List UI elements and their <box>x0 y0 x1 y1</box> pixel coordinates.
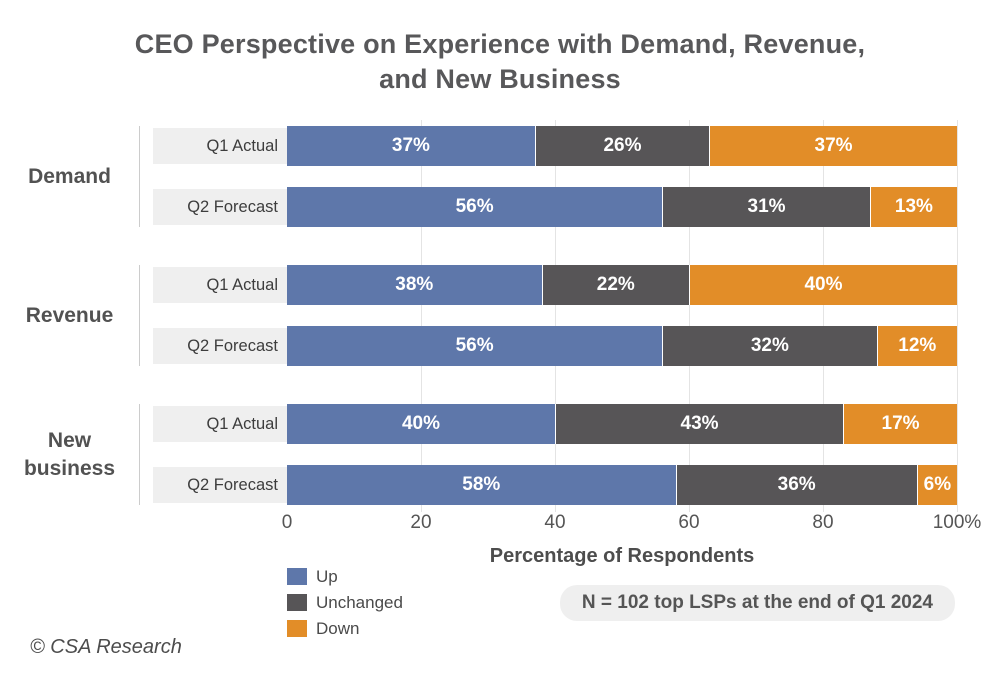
group-label: New business <box>0 404 140 505</box>
bar-value-label: 37% <box>391 135 430 156</box>
stacked-bar: 37% 26% 37% <box>287 126 957 166</box>
row-label: Q2 Forecast <box>153 189 287 225</box>
bar-segment-unchanged: 32% <box>662 326 877 366</box>
chart-row: Q1 Actual 40% 43% 17% <box>153 404 957 444</box>
bar-value-label: 43% <box>680 413 719 434</box>
x-tick-label: 0 <box>281 512 293 533</box>
bar-value-label: 37% <box>814 135 853 156</box>
bar-segment-unchanged: 31% <box>662 187 870 227</box>
bar-value-label: 31% <box>747 196 786 217</box>
bar-segment-down: 40% <box>688 265 957 305</box>
bar-segment-unchanged: 36% <box>675 465 917 505</box>
page-title-line-2: and New Business <box>379 64 621 94</box>
bar-value-label: 32% <box>750 335 789 356</box>
chart-row: Q2 Forecast 56% 32% 12% <box>153 326 957 366</box>
legend-label: Down <box>316 618 360 638</box>
bar-value-label: 13% <box>894 196 933 217</box>
bar-value-label: 17% <box>881 413 920 434</box>
bar-value-label: 26% <box>603 135 642 156</box>
bar-segment-unchanged: 43% <box>555 404 844 444</box>
x-axis-title: Percentage of Respondents <box>489 545 755 567</box>
chart-row: Q1 Actual 38% 22% 40% <box>153 265 957 305</box>
bar-segment-up: 58% <box>287 465 676 505</box>
chart-footer-row: Up Unchanged Down N = 102 top LSPs at the … <box>287 567 957 638</box>
page-title: CEO Perspective on Experience with Deman… <box>0 27 1000 97</box>
row-label: Q1 Actual <box>153 267 287 303</box>
bar-segment-up: 37% <box>287 126 535 166</box>
bar-value-label: 6% <box>923 474 952 495</box>
group-rows: Q1 Actual 40% 43% 17% Q2 Forecast 58% 36% 6% <box>140 404 957 505</box>
group-rows: Q1 Actual 37% 26% 37% Q2 Forecast 56% 31% 13% <box>140 126 957 227</box>
chart-row: Q2 Forecast 58% 36% 6% <box>153 465 957 505</box>
group-label: Revenue <box>0 265 140 366</box>
chart-groups: Demand Q1 Actual 37% 26% 37% Q2 Forecast 56% 31… <box>0 126 957 505</box>
bar-segment-up: 56% <box>287 326 663 366</box>
gridline <box>689 120 690 512</box>
bar-value-label: 12% <box>898 335 937 356</box>
stacked-bar: 38% 22% 40% <box>287 265 957 305</box>
gridline <box>421 120 422 512</box>
page-title-line-1: CEO Perspective on Experience with Deman… <box>134 29 866 59</box>
x-tick-label: 80 <box>812 512 834 533</box>
x-axis: 0 20 40 60 80 100% <box>282 512 982 538</box>
row-label: Q2 Forecast <box>153 328 287 364</box>
x-tick-label: 100% <box>932 512 982 533</box>
category-group: New business Q1 Actual 40% 43% 17% Q2 Forecas… <box>0 404 957 505</box>
bar-segment-up: 56% <box>287 187 663 227</box>
stacked-bar: 40% 43% 17% <box>287 404 957 444</box>
category-group: Revenue Q1 Actual 38% 22% 40% Q2 Forecast 56% 3… <box>0 265 957 366</box>
legend-swatch-up <box>287 568 307 585</box>
chart-row: Q2 Forecast 56% 31% 13% <box>153 187 957 227</box>
bar-value-label: 56% <box>455 335 494 356</box>
bar-segment-unchanged: 22% <box>541 265 689 305</box>
sample-size-note: N = 102 top LSPs at the end of Q1 2024 <box>559 584 955 621</box>
x-tick-label: 40 <box>544 512 566 533</box>
stacked-bar: 56% 32% 12% <box>287 326 957 366</box>
legend-item: Up <box>287 567 403 586</box>
plot-gridlines <box>287 120 958 512</box>
bar-segment-down: 13% <box>869 187 957 227</box>
bar-value-label: 38% <box>395 274 434 295</box>
gridline <box>957 120 958 512</box>
bar-segment-down: 17% <box>843 404 957 444</box>
bar-segment-unchanged: 26% <box>534 126 710 166</box>
group-label: Demand <box>0 126 140 227</box>
legend-item: Unchanged <box>287 593 403 612</box>
bar-value-label: 40% <box>401 413 441 434</box>
stacked-bar: 58% 36% 6% <box>287 465 957 505</box>
category-group: Demand Q1 Actual 37% 26% 37% Q2 Forecast 56% 31… <box>0 126 957 227</box>
bar-value-label: 56% <box>455 196 494 217</box>
stacked-bar: 56% 31% 13% <box>287 187 957 227</box>
legend-swatch-unchanged <box>287 594 307 611</box>
bar-segment-down: 12% <box>876 326 957 366</box>
gridline <box>555 120 556 512</box>
legend-swatch-down <box>287 620 307 637</box>
bar-value-label: 36% <box>777 474 816 495</box>
row-label: Q1 Actual <box>153 128 287 164</box>
x-tick-label: 60 <box>678 512 700 533</box>
x-tick-label: 20 <box>410 512 432 533</box>
row-label: Q2 Forecast <box>153 467 287 503</box>
bar-value-label: 22% <box>596 274 635 295</box>
row-label: Q1 Actual <box>153 406 287 442</box>
legend: Up Unchanged Down <box>287 567 403 638</box>
bar-segment-up: 38% <box>287 265 542 305</box>
chart-row: Q1 Actual 37% 26% 37% <box>153 126 957 166</box>
gridline <box>823 120 824 512</box>
legend-label: Up <box>316 566 338 586</box>
copyright-footer: © CSA Research <box>30 636 182 658</box>
bar-segment-down: 6% <box>916 465 957 505</box>
bar-segment-down: 37% <box>709 126 957 166</box>
bar-value-label: 58% <box>462 474 501 495</box>
legend-label: Unchanged <box>316 592 403 612</box>
bar-segment-up: 40% <box>287 404 555 444</box>
legend-item: Down <box>287 619 403 638</box>
group-rows: Q1 Actual 38% 22% 40% Q2 Forecast 56% 32% 12% <box>140 265 957 366</box>
bar-value-label: 40% <box>804 274 843 295</box>
